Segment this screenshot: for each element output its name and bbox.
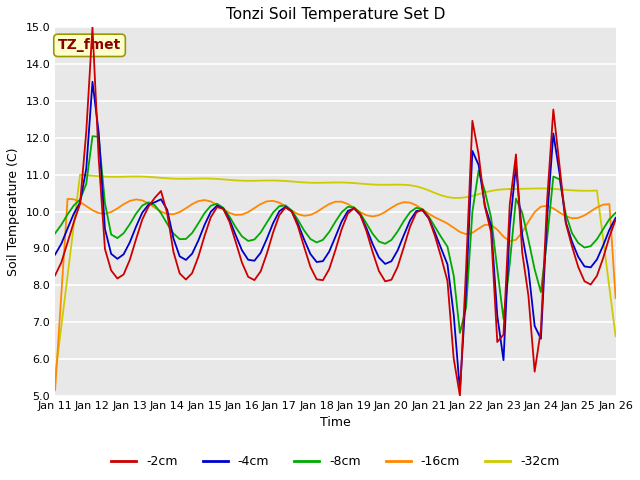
Text: TZ_fmet: TZ_fmet [58,38,121,52]
Y-axis label: Soil Temperature (C): Soil Temperature (C) [7,147,20,276]
Legend: -2cm, -4cm, -8cm, -16cm, -32cm: -2cm, -4cm, -8cm, -16cm, -32cm [106,450,564,473]
X-axis label: Time: Time [320,416,351,429]
Title: Tonzi Soil Temperature Set D: Tonzi Soil Temperature Set D [226,7,445,22]
